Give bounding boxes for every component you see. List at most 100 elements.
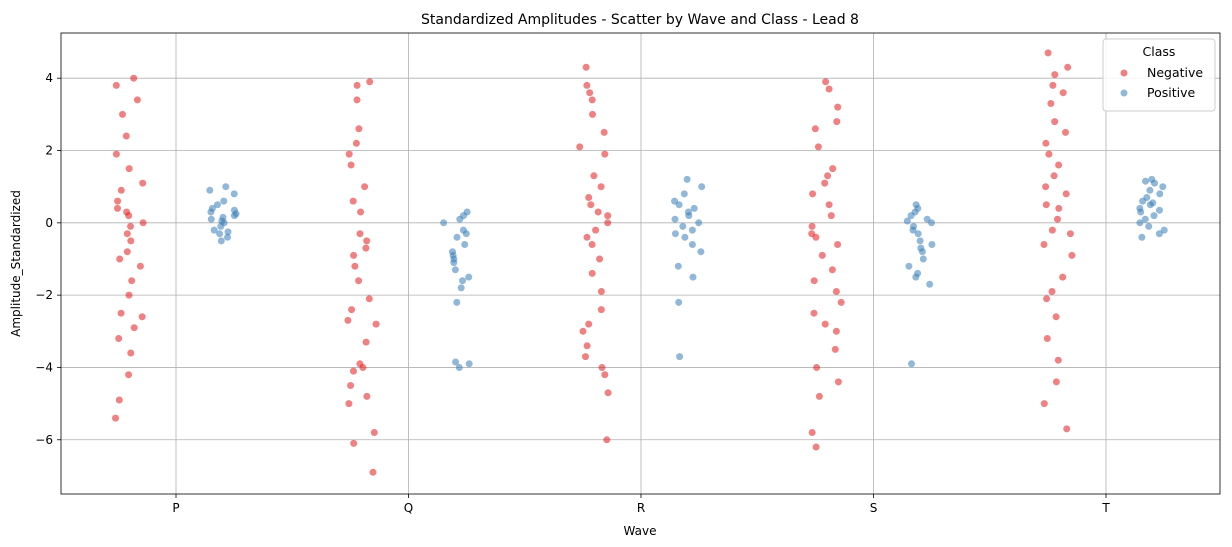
- data-point-positive: [465, 360, 473, 368]
- data-point-negative: [1054, 215, 1061, 223]
- x-tick-label: Q: [404, 501, 413, 515]
- data-point-negative: [832, 327, 840, 335]
- data-point-negative: [123, 248, 131, 256]
- data-point-positive: [917, 244, 925, 252]
- data-point-positive: [455, 364, 463, 371]
- data-point-positive: [674, 262, 682, 270]
- data-point-negative: [125, 165, 133, 173]
- data-point-negative: [832, 288, 840, 295]
- data-point-negative: [139, 219, 147, 227]
- data-point-positive: [230, 190, 238, 198]
- data-point-negative: [808, 222, 816, 230]
- data-point-negative: [127, 237, 135, 245]
- x-tick-label: P: [172, 501, 179, 515]
- data-point-negative: [585, 320, 593, 328]
- legend: Class Negative Positive: [1102, 38, 1216, 112]
- data-point-negative: [818, 251, 826, 259]
- data-point-negative: [1042, 139, 1050, 147]
- data-point-negative: [594, 208, 602, 216]
- data-point-negative: [117, 186, 125, 194]
- data-point-positive: [910, 222, 917, 230]
- data-point-positive: [217, 222, 225, 230]
- data-point-negative: [347, 161, 355, 169]
- data-point-positive: [1136, 219, 1144, 227]
- data-point-positive: [695, 219, 703, 227]
- data-point-positive: [459, 277, 466, 285]
- data-point-negative: [1066, 230, 1074, 238]
- legend-title: Class: [1143, 44, 1176, 59]
- data-point-positive: [1160, 226, 1168, 234]
- data-point-positive: [224, 228, 232, 236]
- data-point-negative: [590, 172, 598, 180]
- data-point-positive: [908, 360, 915, 368]
- data-point-negative: [601, 150, 609, 158]
- data-point-negative: [136, 262, 144, 270]
- data-point-negative: [604, 212, 612, 220]
- data-point-negative: [582, 63, 590, 71]
- data-point-negative: [825, 85, 833, 93]
- data-point-negative: [369, 468, 377, 476]
- data-point-negative: [586, 89, 594, 97]
- data-point-negative: [1063, 425, 1071, 433]
- data-point-positive: [671, 215, 679, 223]
- data-point-positive: [671, 230, 679, 238]
- data-point-positive: [681, 233, 689, 241]
- data-point-negative: [592, 226, 600, 234]
- data-point-negative: [350, 439, 358, 447]
- data-point-positive: [928, 241, 936, 248]
- y-tick-label: 0: [45, 216, 53, 230]
- data-point-negative: [127, 222, 134, 230]
- data-point-negative: [372, 320, 380, 328]
- data-point-positive: [206, 186, 214, 194]
- data-point-negative: [588, 269, 596, 277]
- data-point-negative: [366, 78, 374, 86]
- data-point-negative: [348, 306, 356, 314]
- plot-area-frame: [60, 32, 1221, 495]
- data-point-negative: [821, 320, 829, 328]
- data-point-negative: [1047, 100, 1055, 107]
- data-point-positive: [440, 219, 448, 227]
- data-point-negative: [809, 190, 817, 198]
- data-point-negative: [116, 255, 124, 263]
- data-point-negative: [827, 212, 835, 220]
- data-point-negative: [1052, 378, 1060, 386]
- data-point-positive: [684, 208, 692, 216]
- data-point-negative: [1052, 313, 1060, 321]
- data-point-negative: [344, 316, 352, 324]
- data-point-negative: [347, 382, 355, 389]
- data-point-negative: [583, 81, 591, 89]
- data-point-negative: [133, 96, 141, 104]
- data-point-positive: [1149, 199, 1157, 207]
- data-point-negative: [596, 255, 604, 263]
- data-point-negative: [1043, 335, 1051, 342]
- data-point-negative: [597, 306, 605, 314]
- data-point-negative: [811, 125, 819, 133]
- data-point-negative: [112, 150, 120, 158]
- data-point-positive: [214, 201, 221, 209]
- data-point-negative: [833, 118, 841, 126]
- data-point-positive: [457, 284, 465, 292]
- data-point-negative: [356, 230, 364, 238]
- data-point-negative: [361, 183, 369, 191]
- legend-marker-negative: [1120, 69, 1128, 77]
- data-point-positive: [926, 280, 934, 288]
- data-point-positive: [1145, 222, 1153, 230]
- data-point-negative: [585, 194, 593, 201]
- data-point-positive: [675, 201, 683, 209]
- data-point-negative: [130, 324, 138, 332]
- data-point-positive: [222, 183, 230, 191]
- data-point-negative: [828, 266, 836, 274]
- data-point-negative: [600, 128, 608, 136]
- data-point-negative: [363, 392, 371, 400]
- data-point-negative: [1048, 288, 1056, 295]
- data-point-negative: [1055, 161, 1063, 169]
- data-point-positive: [1155, 230, 1163, 238]
- data-point-negative: [117, 309, 125, 317]
- axis-ticks: P Q R S T −6 −4 −2 0 2 4: [35, 71, 1110, 515]
- data-point-negative: [115, 396, 123, 404]
- data-point-positive: [210, 226, 218, 234]
- data-point-negative: [352, 139, 360, 147]
- data-point-negative: [1040, 400, 1048, 408]
- data-point-positive: [456, 215, 464, 223]
